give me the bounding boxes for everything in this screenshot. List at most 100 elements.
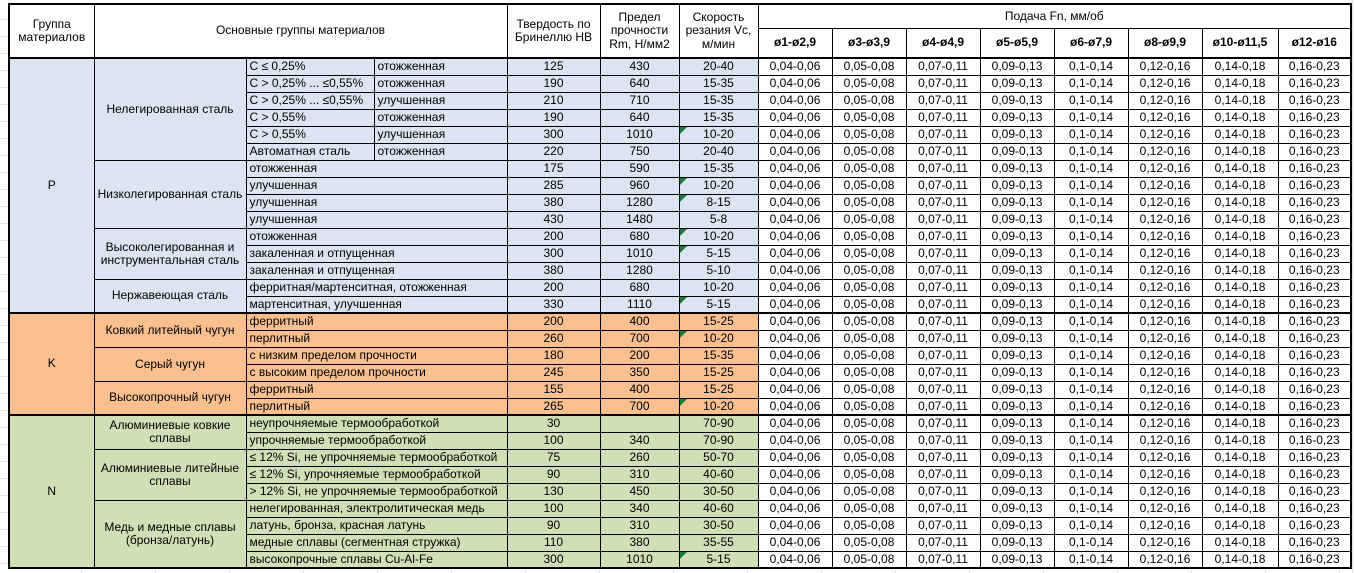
strength-cell[interactable]: 260 [599,448,680,467]
material-condition-cell[interactable]: высокопрочные сплавы Cu-Al-Fe [245,550,508,569]
feed-cell[interactable]: 0,16-0,23 [1277,57,1352,76]
strength-cell[interactable] [599,414,680,433]
feed-cell[interactable]: 0,16-0,23 [1277,363,1352,382]
hardness-cell[interactable]: 30 [506,414,601,433]
strength-cell[interactable]: 1010 [599,125,680,144]
hardness-cell[interactable]: 155 [506,380,601,399]
feed-cell[interactable]: 0,1-0,14 [1053,397,1129,416]
feed-cell[interactable]: 0,09-0,13 [979,108,1055,127]
feed-cell[interactable]: 0,1-0,14 [1053,533,1129,552]
feed-cell[interactable]: 0,07-0,11 [905,244,981,263]
feed-cell[interactable]: 0,09-0,13 [979,533,1055,552]
feed-cell[interactable]: 0,04-0,06 [757,244,833,263]
feed-cell[interactable]: 0,07-0,11 [905,431,981,450]
feed-cell[interactable]: 0,1-0,14 [1053,380,1129,399]
group-cell-N[interactable]: N [8,414,95,569]
strength-cell[interactable]: 310 [599,465,680,484]
strength-cell[interactable]: 380 [599,533,680,552]
feed-cell[interactable]: 0,16-0,23 [1277,227,1352,246]
cutting-speed-cell[interactable]: 20-40 [678,142,759,161]
material-condition-cell[interactable]: с низким пределом прочности [245,346,508,365]
hardness-cell[interactable]: 90 [506,465,601,484]
feed-cell[interactable]: 0,14-0,18 [1201,142,1279,161]
feed-cell[interactable]: 0,07-0,11 [905,346,981,365]
group-cell-P[interactable]: P [8,57,95,314]
feed-cell[interactable]: 0,16-0,23 [1277,295,1352,314]
feed-cell[interactable]: 0,12-0,16 [1127,533,1203,552]
feed-cell[interactable]: 0,07-0,11 [905,448,981,467]
material-condition-cell[interactable]: улучшенная [373,125,508,144]
feed-cell[interactable]: 0,12-0,16 [1127,380,1203,399]
cutting-speed-cell[interactable]: 15-25 [678,380,759,399]
feed-cell[interactable]: 0,05-0,08 [831,550,907,569]
hardness-cell[interactable]: 210 [506,91,601,110]
strength-cell[interactable]: 1280 [599,261,680,280]
cutting-speed-cell[interactable]: 10-20 [678,176,759,195]
feed-cell[interactable]: 0,05-0,08 [831,533,907,552]
subgroup-cell[interactable]: Высокопрочный чугун [93,380,247,416]
hardness-cell[interactable]: 180 [506,346,601,365]
feed-cell[interactable]: 0,07-0,11 [905,380,981,399]
feed-cell[interactable]: 0,04-0,06 [757,550,833,569]
material-condition-cell[interactable]: неупрочняемые термообработкой [245,414,508,433]
cutting-speed-cell[interactable]: 5-8 [678,210,759,229]
feed-cell[interactable]: 0,05-0,08 [831,125,907,144]
header-diameter-range[interactable]: ø6-ø7,9 [1053,27,1129,59]
subgroup-cell[interactable]: Высоколегированная и инструментальная ст… [93,227,247,280]
feed-cell[interactable]: 0,1-0,14 [1053,295,1129,314]
feed-cell[interactable]: 0,12-0,16 [1127,465,1203,484]
strength-cell[interactable]: 590 [599,159,680,178]
feed-cell[interactable]: 0,09-0,13 [979,193,1055,212]
feed-cell[interactable]: 0,09-0,13 [979,414,1055,433]
feed-cell[interactable]: 0,04-0,06 [757,74,833,93]
hardness-cell[interactable]: 265 [506,397,601,416]
material-condition-cell[interactable]: перлитный [245,397,508,416]
strength-cell[interactable]: 310 [599,516,680,535]
strength-cell[interactable]: 350 [599,363,680,382]
strength-cell[interactable]: 960 [599,176,680,195]
header-diameter-range[interactable]: ø4-ø4,9 [905,27,981,59]
hardness-cell[interactable]: 430 [506,210,601,229]
header-diameter-range[interactable]: ø3-ø3,9 [831,27,907,59]
hardness-cell[interactable]: 380 [506,193,601,212]
feed-cell[interactable]: 0,12-0,16 [1127,125,1203,144]
header-diameter-range[interactable]: ø12-ø16 [1277,27,1352,59]
strength-cell[interactable]: 680 [599,227,680,246]
strength-cell[interactable]: 1010 [599,550,680,569]
feed-cell[interactable]: 0,1-0,14 [1053,210,1129,229]
feed-cell[interactable]: 0,07-0,11 [905,74,981,93]
feed-cell[interactable]: 0,14-0,18 [1201,227,1279,246]
feed-cell[interactable]: 0,07-0,11 [905,363,981,382]
feed-cell[interactable]: 0,05-0,08 [831,329,907,348]
strength-cell[interactable]: 710 [599,91,680,110]
feed-cell[interactable]: 0,09-0,13 [979,244,1055,263]
feed-cell[interactable]: 0,05-0,08 [831,499,907,518]
feed-cell[interactable]: 0,16-0,23 [1277,74,1352,93]
header-hardness[interactable]: Твердость по Бринеллю HB [506,3,601,59]
hardness-cell[interactable]: 200 [506,278,601,297]
feed-cell[interactable]: 0,05-0,08 [831,448,907,467]
subgroup-cell[interactable]: Нелегированная сталь [93,57,247,161]
feed-cell[interactable]: 0,16-0,23 [1277,142,1352,161]
header-strength[interactable]: Предел прочности Rm, Н/мм2 [599,3,680,59]
feed-cell[interactable]: 0,1-0,14 [1053,91,1129,110]
strength-cell[interactable]: 1010 [599,244,680,263]
feed-cell[interactable]: 0,04-0,06 [757,295,833,314]
cutting-speed-cell[interactable]: 10-20 [678,329,759,348]
feed-cell[interactable]: 0,16-0,23 [1277,550,1352,569]
feed-cell[interactable]: 0,1-0,14 [1053,227,1129,246]
feed-cell[interactable]: 0,1-0,14 [1053,465,1129,484]
cutting-speed-cell[interactable]: 15-25 [678,312,759,331]
header-main-groups[interactable]: Основные группы материалов [93,3,508,59]
feed-cell[interactable]: 0,14-0,18 [1201,346,1279,365]
feed-cell[interactable]: 0,1-0,14 [1053,193,1129,212]
feed-cell[interactable]: 0,09-0,13 [979,431,1055,450]
feed-cell[interactable]: 0,1-0,14 [1053,176,1129,195]
header-material-group[interactable]: Группа материалов [8,3,95,59]
feed-cell[interactable]: 0,12-0,16 [1127,91,1203,110]
feed-cell[interactable]: 0,09-0,13 [979,57,1055,76]
feed-cell[interactable]: 0,14-0,18 [1201,159,1279,178]
strength-cell[interactable]: 340 [599,499,680,518]
strength-cell[interactable]: 400 [599,380,680,399]
feed-cell[interactable]: 0,04-0,06 [757,533,833,552]
